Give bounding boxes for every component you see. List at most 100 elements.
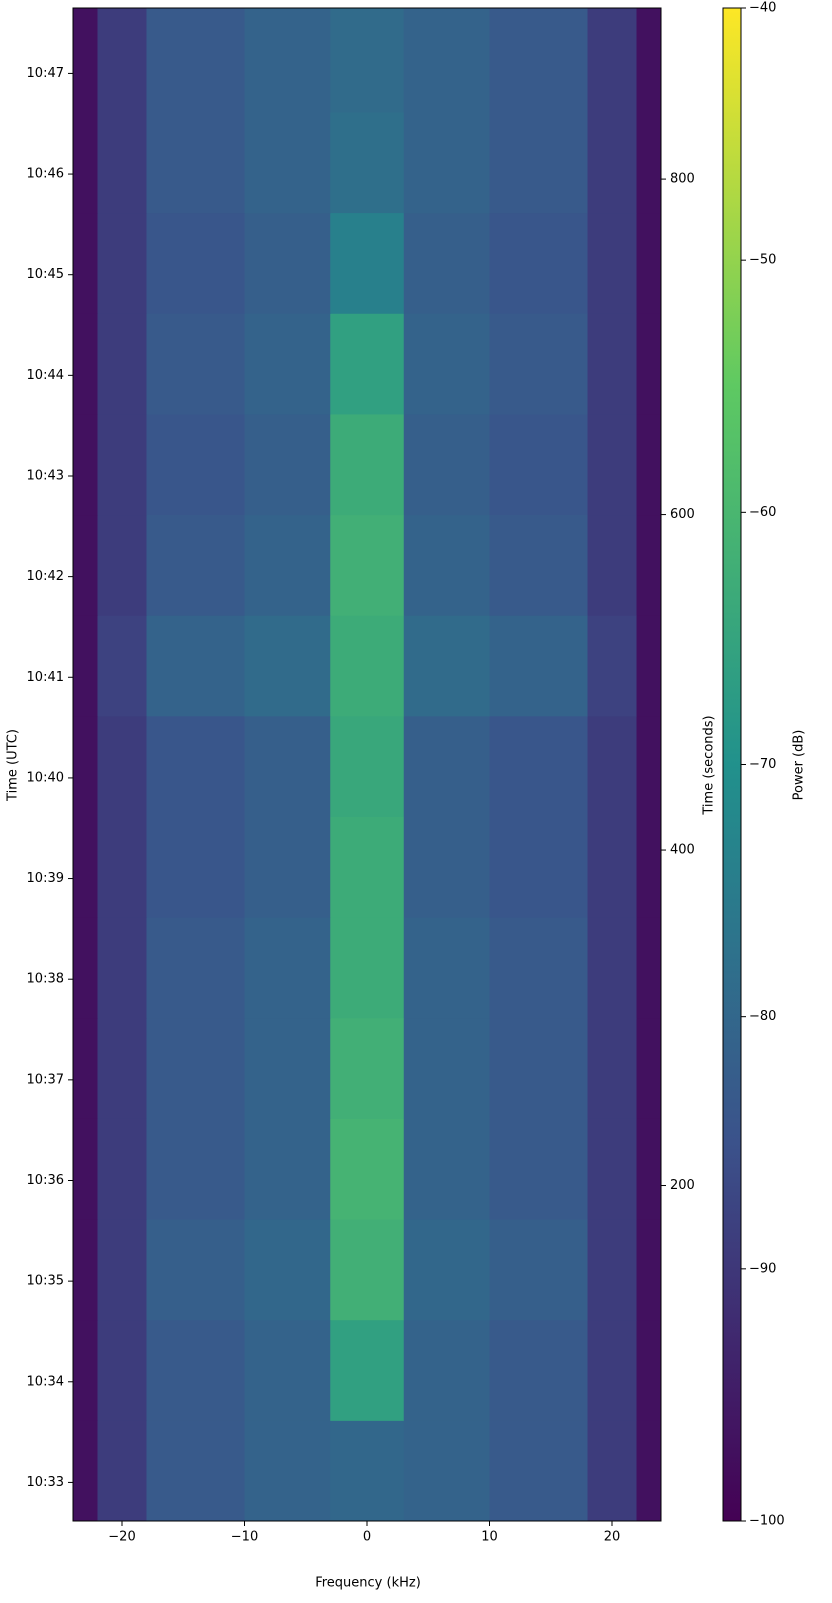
heatmap-cell: [489, 715, 588, 817]
y-tick-label: 10:41: [27, 670, 64, 685]
heatmap-cell: [97, 1118, 147, 1220]
heatmap-cell: [244, 1420, 331, 1522]
heatmap-cell: [244, 917, 331, 1019]
colorbar-tick-label: −70: [749, 757, 776, 772]
y2-axis-label: Time (seconds): [702, 715, 717, 815]
heatmap-cell: [73, 816, 98, 918]
heatmap-cell: [489, 1017, 588, 1119]
heatmap-cell: [330, 1420, 405, 1522]
heatmap-cell: [330, 1017, 405, 1119]
heatmap-cell: [244, 313, 331, 415]
y-tick-label: 10:47: [27, 66, 64, 81]
heatmap-cell: [146, 413, 245, 516]
heatmap-cell: [489, 917, 588, 1019]
heatmap-cell: [146, 1319, 245, 1421]
heatmap-cell: [97, 917, 147, 1019]
x-axis-label: Frequency (kHz): [315, 1576, 421, 1591]
heatmap-cell: [244, 514, 331, 616]
heatmap-cell: [97, 212, 147, 314]
heatmap-cell: [636, 313, 662, 415]
heatmap-cell: [587, 1420, 637, 1522]
x-tick-label: 20: [604, 1530, 621, 1545]
heatmap-cell: [587, 413, 637, 516]
heatmap-cell: [330, 8, 405, 113]
heatmap-cell: [587, 1118, 637, 1220]
heatmap-cell: [489, 615, 588, 717]
y-tick-label: 10:40: [27, 770, 64, 785]
heatmap-cell: [146, 816, 245, 918]
heatmap-cell: [636, 1118, 662, 1220]
y-tick-label: 10:45: [27, 267, 64, 282]
y-tick-label: 10:46: [27, 167, 64, 182]
heatmap-cell: [587, 8, 637, 113]
heatmap-cell: [330, 615, 405, 717]
heatmap-cell: [73, 1319, 98, 1421]
x-tick-label: 10: [481, 1530, 498, 1545]
heatmap-cell: [97, 1319, 147, 1421]
heatmap-cell: [636, 1319, 662, 1421]
heatmap-cell: [587, 715, 637, 817]
y-tick-label: 10:37: [27, 1072, 64, 1087]
heatmap-cell: [489, 111, 588, 214]
heatmap-cell: [403, 313, 490, 415]
heatmap-cell: [330, 1319, 405, 1421]
heatmap-cell: [146, 8, 245, 113]
heatmap-cell: [97, 1017, 147, 1119]
heatmap-cell: [330, 1118, 405, 1220]
heatmap-cell: [73, 917, 98, 1019]
heatmap-cell: [587, 514, 637, 616]
colorbar-label: Power (dB): [792, 730, 807, 801]
heatmap-cell: [146, 1219, 245, 1321]
heatmap-cell: [489, 313, 588, 415]
heatmap-cell: [146, 715, 245, 817]
heatmap-cell: [97, 615, 147, 717]
heatmap-cell: [489, 816, 588, 918]
heatmap-cell: [244, 1118, 331, 1220]
y2-tick-label: 600: [670, 507, 695, 522]
heatmap-cell: [73, 1219, 98, 1321]
heatmap-cell: [636, 1420, 662, 1522]
colorbar-tick-label: −80: [749, 1009, 776, 1024]
heatmap-cell: [636, 413, 662, 516]
x-tick-label: −10: [231, 1530, 258, 1545]
heatmap-cell: [403, 1017, 490, 1119]
heatmap-cell: [403, 413, 490, 516]
heatmap-cell: [403, 111, 490, 214]
y-tick-label: 10:43: [27, 468, 64, 483]
y-axis-label: Time (UTC): [6, 729, 21, 802]
y-tick-label: 10:36: [27, 1173, 64, 1188]
heatmap-cell: [403, 514, 490, 616]
heatmap-cell: [636, 615, 662, 717]
y-tick-label: 10:39: [27, 871, 64, 886]
heatmap-cell: [403, 816, 490, 918]
heatmap-cell: [636, 1017, 662, 1119]
colorbar-tick-label: −60: [749, 505, 776, 520]
heatmap-cell: [146, 1118, 245, 1220]
heatmap-cell: [97, 715, 147, 817]
heatmap-cell: [73, 111, 98, 214]
heatmap-cell: [403, 917, 490, 1019]
heatmap-cell: [73, 1118, 98, 1220]
heatmap-cell: [489, 514, 588, 616]
heatmap-cell: [146, 212, 245, 314]
heatmap-cell: [97, 1420, 147, 1522]
y2-tick-label: 400: [670, 843, 695, 858]
heatmap-cell: [97, 514, 147, 616]
heatmap-cell: [489, 1118, 588, 1220]
heatmap-cell: [244, 111, 331, 214]
heatmap-cell: [97, 816, 147, 918]
heatmap-cell: [244, 715, 331, 817]
heatmap-cell: [97, 413, 147, 516]
heatmap-cell: [587, 917, 637, 1019]
y-tick-label: 10:34: [27, 1374, 64, 1389]
heatmap-cell: [403, 1420, 490, 1522]
y-tick-label: 10:44: [27, 368, 64, 383]
heatmap-cell: [489, 1319, 588, 1421]
heatmap-cell: [330, 111, 405, 214]
heatmap-cell: [73, 8, 98, 113]
heatmap-cell: [636, 715, 662, 817]
heatmap-cell: [73, 313, 98, 415]
heatmap-cell: [636, 1219, 662, 1321]
heatmap-cell: [244, 212, 331, 314]
